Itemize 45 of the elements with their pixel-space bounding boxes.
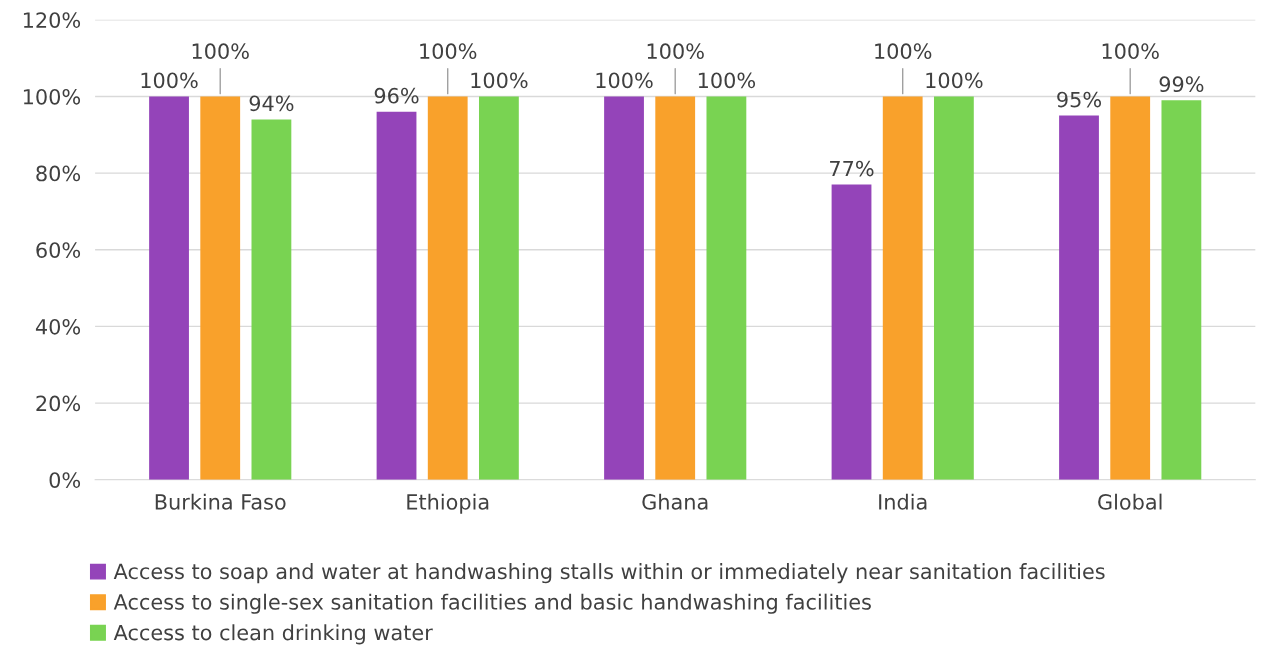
x-tick-label: Ethiopia xyxy=(407,493,489,514)
data-label: 77% xyxy=(830,160,874,177)
data-label: 100% xyxy=(596,72,653,89)
data-label: 100% xyxy=(647,43,704,60)
data-label: 100% xyxy=(192,43,249,60)
data-label: 100% xyxy=(875,43,932,60)
x-tick-label: Burkina Faso xyxy=(155,493,286,510)
bar xyxy=(604,96,644,480)
y-tick-label: 120% xyxy=(23,12,81,28)
bar xyxy=(479,96,519,480)
bar xyxy=(200,96,241,480)
bar xyxy=(831,184,872,480)
y-tick-label: 100% xyxy=(23,88,81,105)
y-tick-label: 60% xyxy=(36,242,81,258)
x-tick-label: Global xyxy=(1098,493,1162,510)
y-tick-label: 40% xyxy=(35,318,81,335)
bar xyxy=(1110,96,1151,480)
data-label: 100% xyxy=(1102,43,1159,60)
bar xyxy=(882,96,923,480)
bar xyxy=(427,96,468,480)
bar xyxy=(251,119,292,480)
legend-label: Access to clean drinking water xyxy=(113,624,433,645)
bar xyxy=(706,96,747,480)
bar xyxy=(1059,115,1099,480)
bar xyxy=(655,96,696,480)
legend-label: Access to soap and water at handwashing stalls within or immediately near sanitation facilities xyxy=(113,563,1105,584)
data-label: 100% xyxy=(420,43,477,60)
data-label: 99% xyxy=(1159,76,1204,93)
data-label: 100% xyxy=(471,72,528,89)
y-tick-label: 20% xyxy=(36,395,81,412)
legend-label: Access to single-sex sanitation facilities and basic handwashing facilities xyxy=(113,593,871,614)
y-tick-label: 0% xyxy=(49,472,81,488)
x-tick-label: Ghana xyxy=(642,493,708,510)
bar xyxy=(149,96,189,480)
data-label: 95% xyxy=(1057,91,1102,108)
data-label: 96% xyxy=(374,87,419,104)
bar xyxy=(933,96,974,480)
data-label: 100% xyxy=(141,72,198,89)
data-label: 100% xyxy=(698,72,756,89)
bar xyxy=(1161,100,1202,480)
bar xyxy=(376,111,417,480)
data-label: 100% xyxy=(926,72,983,89)
x-tick-label: India xyxy=(879,493,927,510)
y-tick-label: 80% xyxy=(36,165,81,182)
data-label: 94% xyxy=(249,95,294,112)
